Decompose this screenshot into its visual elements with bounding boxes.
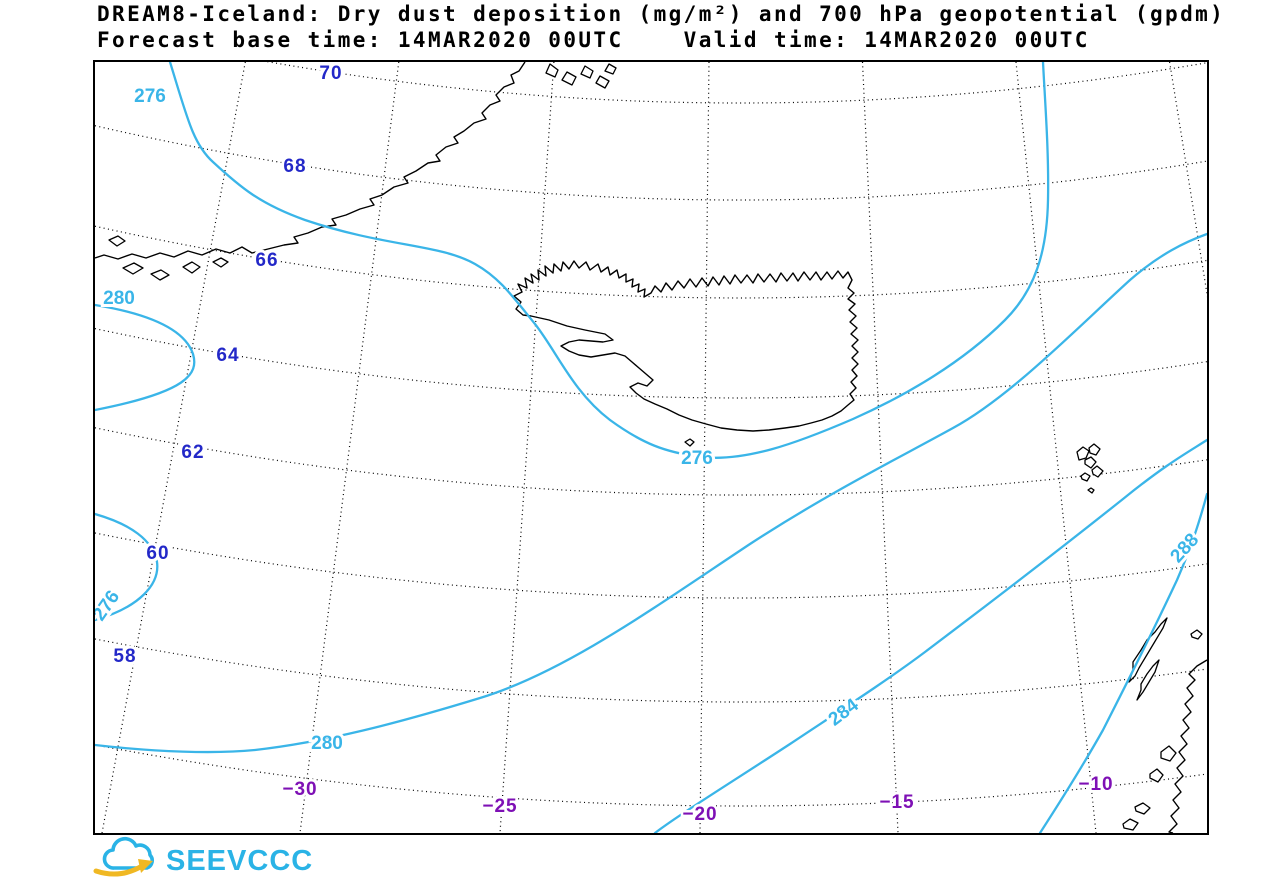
contour-280-left-segment: [95, 303, 196, 412]
contour-label-280-left: 280: [103, 288, 135, 309]
coastlines: [95, 62, 1207, 833]
longitude-label-m20: −20: [682, 804, 717, 825]
meridian-line-m25: [499, 62, 555, 833]
latitude-arc-70: [266, 62, 1207, 104]
contour-280-long: [95, 232, 1207, 754]
geopotential-contours: [95, 62, 1207, 833]
latitude-label-62: 62: [181, 442, 204, 463]
latitude-arc-68: [95, 125, 1207, 201]
contour-288: [1038, 492, 1207, 833]
contour-label-276-topleft: 276: [134, 86, 166, 107]
latitude-arc-62: [95, 427, 1207, 496]
meridian-line-m20: [699, 62, 710, 833]
arrow-icon: [93, 863, 145, 877]
graticule-latitude: [95, 62, 1207, 807]
longitude-label-m10: −10: [1078, 774, 1113, 795]
latitude-label-66: 66: [255, 250, 278, 271]
coastline-faroe-islands: [1076, 443, 1104, 494]
arrow-head-icon: [138, 859, 153, 873]
latitude-labels: 70 68 66 64 62 60 58: [110, 62, 344, 670]
latitude-label-58: 58: [113, 646, 136, 667]
logo-text: SEEVCCC: [166, 845, 313, 877]
contour-label-276-leftlow: 276: [95, 587, 124, 625]
latitude-label-70: 70: [319, 63, 342, 84]
coastline-greenland: [95, 62, 526, 260]
map-subtitle: Forecast base time: 14MAR2020 00UTC Vali…: [97, 28, 1090, 52]
contour-labels: 276 280 276 280 284 288 276: [95, 83, 1206, 757]
meridian-line-m30: [299, 62, 400, 833]
latitude-label-68: 68: [283, 156, 306, 177]
cloud-icon: [93, 836, 154, 877]
map-frame: 276 280 276 280 284 288 276 70 68 66 64 …: [93, 60, 1209, 835]
latitude-arc-60: [95, 532, 1207, 599]
latitude-arc-56: [95, 744, 1207, 807]
longitude-labels: −30 −25 −20 −15 −10: [280, 772, 1115, 828]
longitude-label-m30: −30: [282, 779, 317, 800]
meridian-line-m10: [1015, 62, 1097, 833]
latitude-label-64: 64: [216, 345, 239, 366]
contour-label-288: 288: [1167, 530, 1204, 568]
map-svg: 276 280 276 280 284 288 276 70 68 66 64 …: [95, 62, 1207, 833]
map-title: DREAM8-Iceland: Dry dust deposition (mg/…: [97, 2, 1226, 26]
longitude-label-m15: −15: [879, 792, 914, 813]
longitude-label-m25: −25: [482, 796, 517, 817]
contour-label-276-mid: 276: [681, 448, 713, 469]
contour-276-left-segment: [95, 512, 159, 622]
meridian-line-m5: [1169, 62, 1207, 298]
coastline-hebrides-islands: [1122, 617, 1203, 831]
coastline-iceland: [513, 260, 859, 432]
latitude-label-60: 60: [146, 543, 169, 564]
seevccc-logo: SEEVCCC: [93, 836, 313, 877]
meridian-line-m15: [861, 62, 899, 833]
graticule-longitude: [101, 62, 1207, 833]
contour-label-280-bottom: 280: [311, 733, 343, 754]
meridian-line-m35: [101, 62, 246, 833]
coastline-scotland-mainland: [1168, 659, 1207, 833]
contour-284: [653, 438, 1207, 833]
coastline-greenland-islands: [108, 63, 617, 281]
coastline-vestmannaeyjar-islet: [684, 438, 695, 447]
contour-276-trough: [168, 62, 1050, 459]
latitude-arc-58: [95, 638, 1207, 703]
